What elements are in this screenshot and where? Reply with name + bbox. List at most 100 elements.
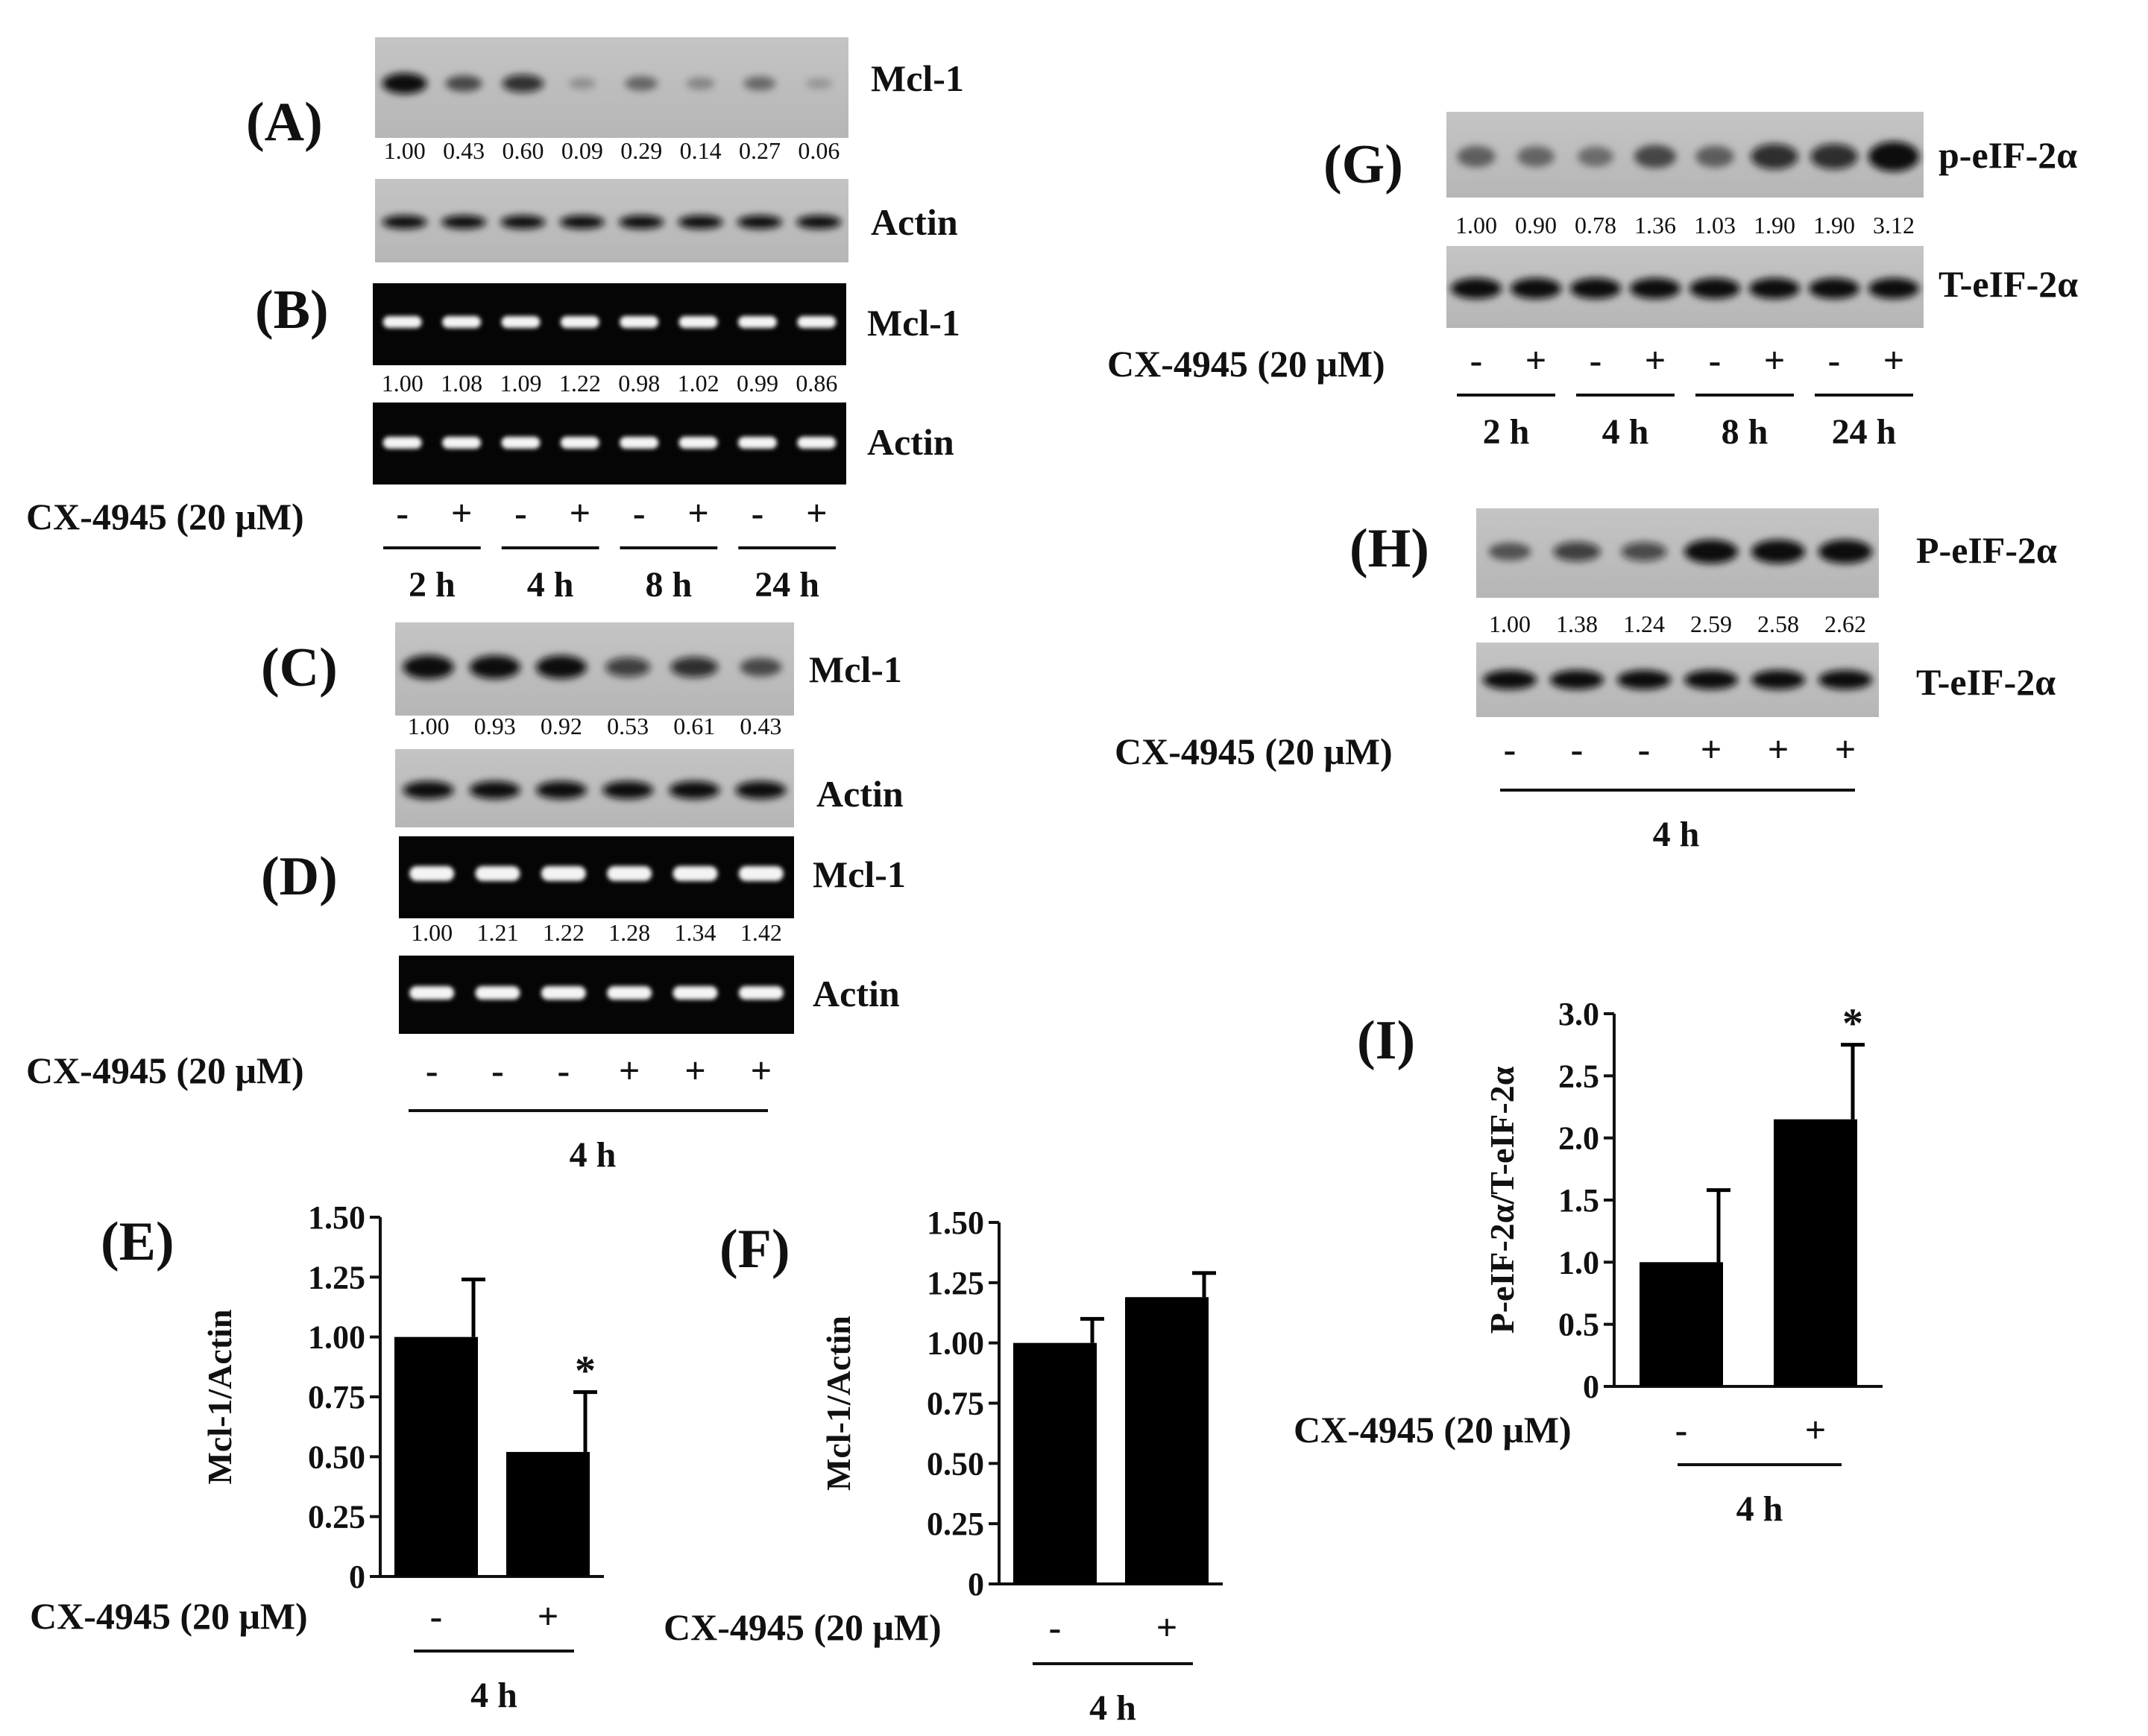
y-tick-label: 2.0 xyxy=(1558,1120,1599,1157)
bands-g-t-eif xyxy=(1451,278,1919,299)
quant-value: 0.86 xyxy=(796,370,837,397)
blot-band xyxy=(445,75,482,92)
gel-band xyxy=(737,437,777,449)
panel-label-h: (H) xyxy=(1349,518,1429,579)
quant-value: 0.06 xyxy=(798,137,840,164)
quant-value: 1.90 xyxy=(1813,212,1855,239)
quant-value: 0.90 xyxy=(1515,212,1557,239)
quant-value: 1.09 xyxy=(500,370,541,397)
band-label-b-top: Mcl-1 xyxy=(867,302,960,344)
gel-band xyxy=(738,866,784,881)
time-label: 8 h xyxy=(1722,412,1769,452)
category-label: + xyxy=(1156,1606,1178,1648)
time-row-g: 2 h 4 h 8 h 24 h xyxy=(1457,394,1913,452)
y-tick-label: 1.5 xyxy=(1558,1182,1599,1219)
category-label: + xyxy=(1805,1409,1827,1451)
gel-band xyxy=(560,316,599,328)
blot-band xyxy=(535,781,587,799)
blot-band xyxy=(805,78,832,89)
band-label-g-bottom: T-eIF-2α xyxy=(1938,263,2078,305)
significance-marker: * xyxy=(1842,1001,1863,1047)
sign-row-h: - - - + + + xyxy=(1504,728,1856,770)
gel-band xyxy=(560,437,599,449)
quant-value: 1.03 xyxy=(1694,212,1736,239)
y-axis-label: Mcl-1/Actin xyxy=(201,1309,239,1484)
blot-band xyxy=(735,781,787,799)
blot-band xyxy=(500,215,546,229)
chart-f: (F) 0 0.25 0.50 0.75 1.00 1.25 1.50 - + Mcl-1/Acti… xyxy=(664,1205,1223,1728)
blot-band xyxy=(1488,542,1531,561)
quant-value: 1.00 xyxy=(411,919,453,946)
blot-band xyxy=(1749,278,1800,299)
bar xyxy=(1774,1119,1857,1386)
quant-value: 1.00 xyxy=(408,713,450,739)
gel-d-mcl1 xyxy=(399,836,794,918)
treatment-sign: - xyxy=(1709,339,1722,381)
blot-h-t-eif xyxy=(1476,643,1879,717)
gel-band xyxy=(620,437,659,449)
treatment-sign: + xyxy=(1768,728,1789,770)
treatment-sign: - xyxy=(514,492,527,534)
time-label: 2 h xyxy=(1483,412,1530,452)
time-label-d: 4 h xyxy=(570,1135,617,1175)
treatment-sign: - xyxy=(558,1050,570,1091)
blot-band xyxy=(1577,146,1614,167)
blot-band xyxy=(469,655,520,679)
group-label: 4 h xyxy=(1736,1489,1783,1529)
quant-value: 0.43 xyxy=(740,713,781,739)
blot-band xyxy=(686,77,715,90)
y-tick-label: 1.25 xyxy=(927,1265,984,1301)
bar xyxy=(506,1451,590,1576)
quant-value: 3.12 xyxy=(1873,212,1915,239)
quant-value: 1.00 xyxy=(1489,610,1531,637)
quant-value: 2.59 xyxy=(1690,610,1732,637)
group-label: 4 h xyxy=(1089,1688,1136,1728)
bands-h-p-eif xyxy=(1488,540,1872,564)
bands-b-mcl1 xyxy=(382,316,837,328)
blot-band xyxy=(796,215,842,229)
bands-d-mcl1 xyxy=(409,866,784,881)
quant-value: 1.00 xyxy=(384,137,426,164)
blot-band xyxy=(1751,540,1805,564)
treatment-label-d: CX-4945 (20 μM) xyxy=(26,1050,304,1091)
blot-band xyxy=(669,781,720,799)
band-label-d-top: Mcl-1 xyxy=(813,853,906,895)
y-axis-label: P-eIF-2α/T-eIF-2α xyxy=(1483,1066,1521,1333)
bands-c-actin xyxy=(403,781,787,799)
gel-band xyxy=(475,986,520,1000)
gel-band xyxy=(442,316,482,328)
y-tick-label: 0 xyxy=(968,1566,984,1603)
quant-row-d: 1.00 1.21 1.22 1.28 1.34 1.42 xyxy=(411,919,782,946)
blot-c-actin xyxy=(395,749,794,827)
blot-band xyxy=(1818,540,1872,564)
treatment-sign: - xyxy=(1504,728,1516,770)
group-label: 4 h xyxy=(470,1676,517,1715)
quant-value: 0.43 xyxy=(443,137,485,164)
quant-value: 1.24 xyxy=(1623,610,1665,637)
quant-value: 1.34 xyxy=(675,919,716,946)
bar xyxy=(1013,1342,1097,1584)
time-row-b: 2 h 4 h 8 h 24 h xyxy=(383,546,836,605)
bands-h-t-eif xyxy=(1483,670,1872,689)
quant-value: 0.53 xyxy=(607,713,649,739)
treatment-sign: + xyxy=(1835,728,1856,770)
blot-band xyxy=(619,215,664,229)
band-label-g-top: p-eIF-2α xyxy=(1938,134,2077,176)
treatment-sign: + xyxy=(1883,339,1905,381)
y-tick-label: 1.00 xyxy=(927,1325,984,1362)
y-tick-label: 0.5 xyxy=(1558,1307,1599,1343)
treatment-sign: - xyxy=(1828,339,1841,381)
blot-band xyxy=(1617,670,1671,689)
treatment-sign: + xyxy=(1701,728,1722,770)
blot-h-p-eif xyxy=(1476,508,1879,598)
time-label: 8 h xyxy=(646,565,693,605)
time-label: 24 h xyxy=(1832,412,1897,452)
treatment-sign: - xyxy=(1571,728,1584,770)
treatment-label-g: CX-4945 (20 μM) xyxy=(1107,343,1385,385)
panel-label: (I) xyxy=(1357,1010,1415,1071)
quant-value: 0.61 xyxy=(673,713,715,739)
y-tick-label: 0.25 xyxy=(927,1506,984,1542)
blot-band xyxy=(1550,670,1604,689)
gel-band xyxy=(501,437,541,449)
